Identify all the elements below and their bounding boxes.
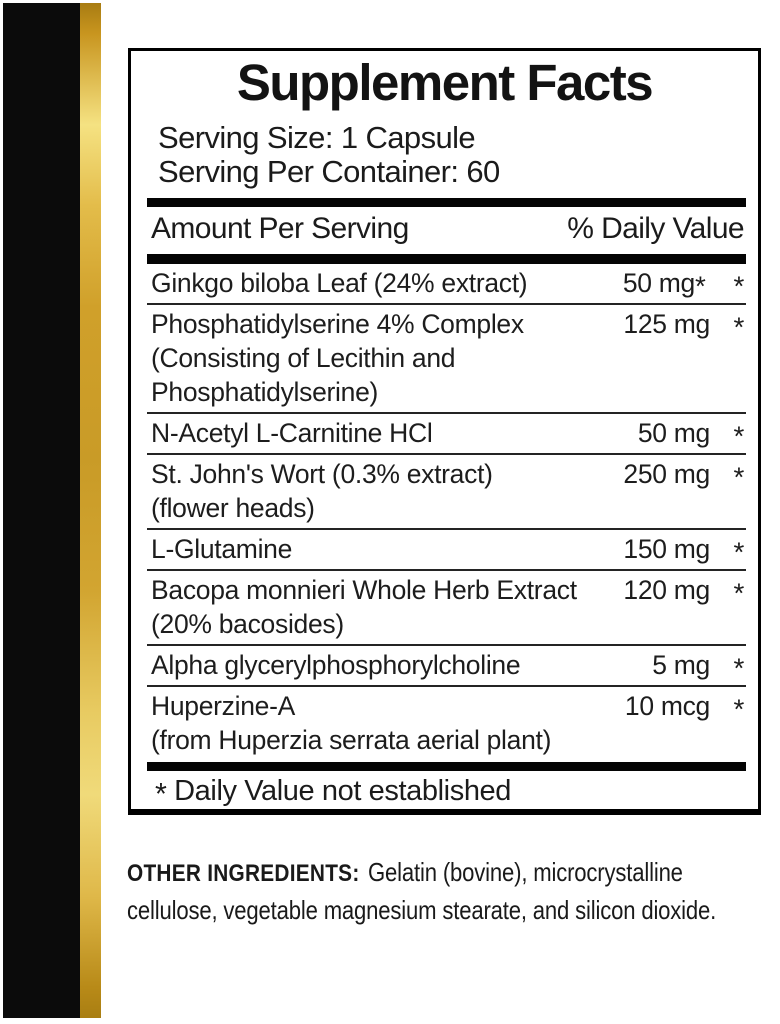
daily-value-cell: * xyxy=(710,648,744,684)
table-row: Bacopa monnieri Whole Herb Extract 120 m… xyxy=(147,571,746,646)
footnote-asterisk: * xyxy=(155,776,167,811)
table-row-main: Alpha glycerylphosphorylcholine 5 mg * xyxy=(151,648,744,684)
table-row-main: N-Acetyl L-Carnitine HCl 50 mg * xyxy=(151,416,744,452)
ingredient-continuation: (from Huperzia serrata aerial plant) xyxy=(151,725,552,755)
left-gold-stripe xyxy=(80,3,101,1018)
serving-size: Serving Size: 1 Capsule xyxy=(158,120,476,155)
daily-value-header: % Daily Value xyxy=(567,212,744,245)
ingredient-amount: 120 mg xyxy=(623,575,710,605)
daily-value-cell: * xyxy=(710,416,744,452)
table-row-main: L-Glutamine 150 mg * xyxy=(151,532,744,568)
daily-value-cell: * xyxy=(710,573,744,609)
daily-value-asterisk: * xyxy=(733,536,744,568)
ingredient-name: Phosphatidylserine 4% Complex xyxy=(151,309,524,339)
table-row-main: Phosphatidylserine 4% Complex 125 mg * xyxy=(151,307,744,343)
ingredient-name: L-Glutamine xyxy=(151,534,293,564)
daily-value-asterisk: * xyxy=(733,270,744,302)
table-row: N-Acetyl L-Carnitine HCl 50 mg * xyxy=(147,414,746,455)
table-row-main: Bacopa monnieri Whole Herb Extract 120 m… xyxy=(151,573,744,609)
daily-value-asterisk: * xyxy=(733,577,744,609)
daily-value-cell: * xyxy=(710,532,744,568)
table-header: Amount Per Serving % Daily Value xyxy=(147,207,746,254)
daily-value-asterisk: * xyxy=(733,420,744,452)
ingredient-amount: 125 mg xyxy=(623,309,710,339)
panel-title: Supplement Facts xyxy=(236,54,654,111)
table-row: St. John's Wort (0.3% extract) 250 mg * … xyxy=(147,455,746,530)
footnote-text: Daily Value not established xyxy=(174,775,511,807)
divider-bar-bottom xyxy=(147,762,746,771)
table-row: L-Glutamine 150 mg * xyxy=(147,530,746,571)
daily-value-asterisk: * xyxy=(733,461,744,493)
divider-bar-top xyxy=(147,198,746,207)
ingredient-continuation: (flower heads) xyxy=(151,493,315,523)
daily-value-asterisk: * xyxy=(733,311,744,343)
other-ingredients-label: OTHER INGREDIENTS: xyxy=(127,860,360,887)
ingredient-name: Ginkgo biloba Leaf (24% extract) xyxy=(151,268,528,298)
table-row: Phosphatidylserine 4% Complex 125 mg * (… xyxy=(147,305,746,414)
table-row: Huperzine-A 10 mcg * (from Huperzia serr… xyxy=(147,687,746,760)
daily-value-asterisk: * xyxy=(733,693,744,725)
table-row-main: Ginkgo biloba Leaf (24% extract) 50 mg *… xyxy=(151,266,744,302)
ingredient-amount: 150 mg xyxy=(623,534,710,564)
serving-info: Serving Size: 1 Capsule Serving Per Cont… xyxy=(158,121,758,189)
ingredient-name: Bacopa monnieri Whole Herb Extract xyxy=(151,575,577,605)
daily-value-footnote: * Daily Value not established xyxy=(131,771,758,811)
ingredient-amount: 250 mg xyxy=(623,459,710,489)
ingredient-amount: 50 mg xyxy=(637,418,710,448)
servings-per-container: Serving Per Container: 60 xyxy=(158,154,500,189)
daily-value-cell: * xyxy=(710,266,744,302)
ingredient-name: Huperzine-A xyxy=(151,691,295,721)
ingredient-amount: 5 mg xyxy=(652,650,710,680)
ingredient-continuation: Phosphatidylserine) xyxy=(151,377,379,407)
daily-value-cell: * xyxy=(710,307,744,343)
amount-asterisk: * xyxy=(695,270,706,302)
ingredient-amount: 10 mcg xyxy=(624,691,710,721)
ingredient-name: Alpha glycerylphosphorylcholine xyxy=(151,650,521,680)
table-row: Ginkgo biloba Leaf (24% extract) 50 mg *… xyxy=(147,264,746,305)
table-row: Alpha glycerylphosphorylcholine 5 mg * xyxy=(147,646,746,687)
amount-per-serving-header: Amount Per Serving xyxy=(151,212,409,245)
ingredient-continuation: (20% bacosides) xyxy=(151,609,344,639)
ingredient-rows: Ginkgo biloba Leaf (24% extract) 50 mg *… xyxy=(131,264,758,760)
table-row-main: Huperzine-A 10 mcg * xyxy=(151,689,744,725)
left-black-stripe xyxy=(3,3,80,1018)
ingredient-continuation: (Consisting of Lecithin and xyxy=(151,343,456,373)
supplement-facts-panel: Supplement Facts Serving Size: 1 Capsule… xyxy=(128,48,761,815)
table-row-main: St. John's Wort (0.3% extract) 250 mg * xyxy=(151,457,744,493)
other-ingredients-text: Gelatin (bovine), microcrystalline cellul… xyxy=(127,857,717,925)
ingredient-name: St. John's Wort (0.3% extract) xyxy=(151,459,493,489)
other-ingredients: OTHER INGREDIENTS: Gelatin (bovine), micr… xyxy=(127,854,780,928)
daily-value-cell: * xyxy=(710,689,744,725)
ingredient-amount: 50 mg xyxy=(622,268,695,298)
ingredient-name: N-Acetyl L-Carnitine HCl xyxy=(151,418,433,448)
daily-value-asterisk: * xyxy=(733,652,744,684)
daily-value-cell: * xyxy=(710,457,744,493)
divider-bar-header xyxy=(147,254,746,264)
